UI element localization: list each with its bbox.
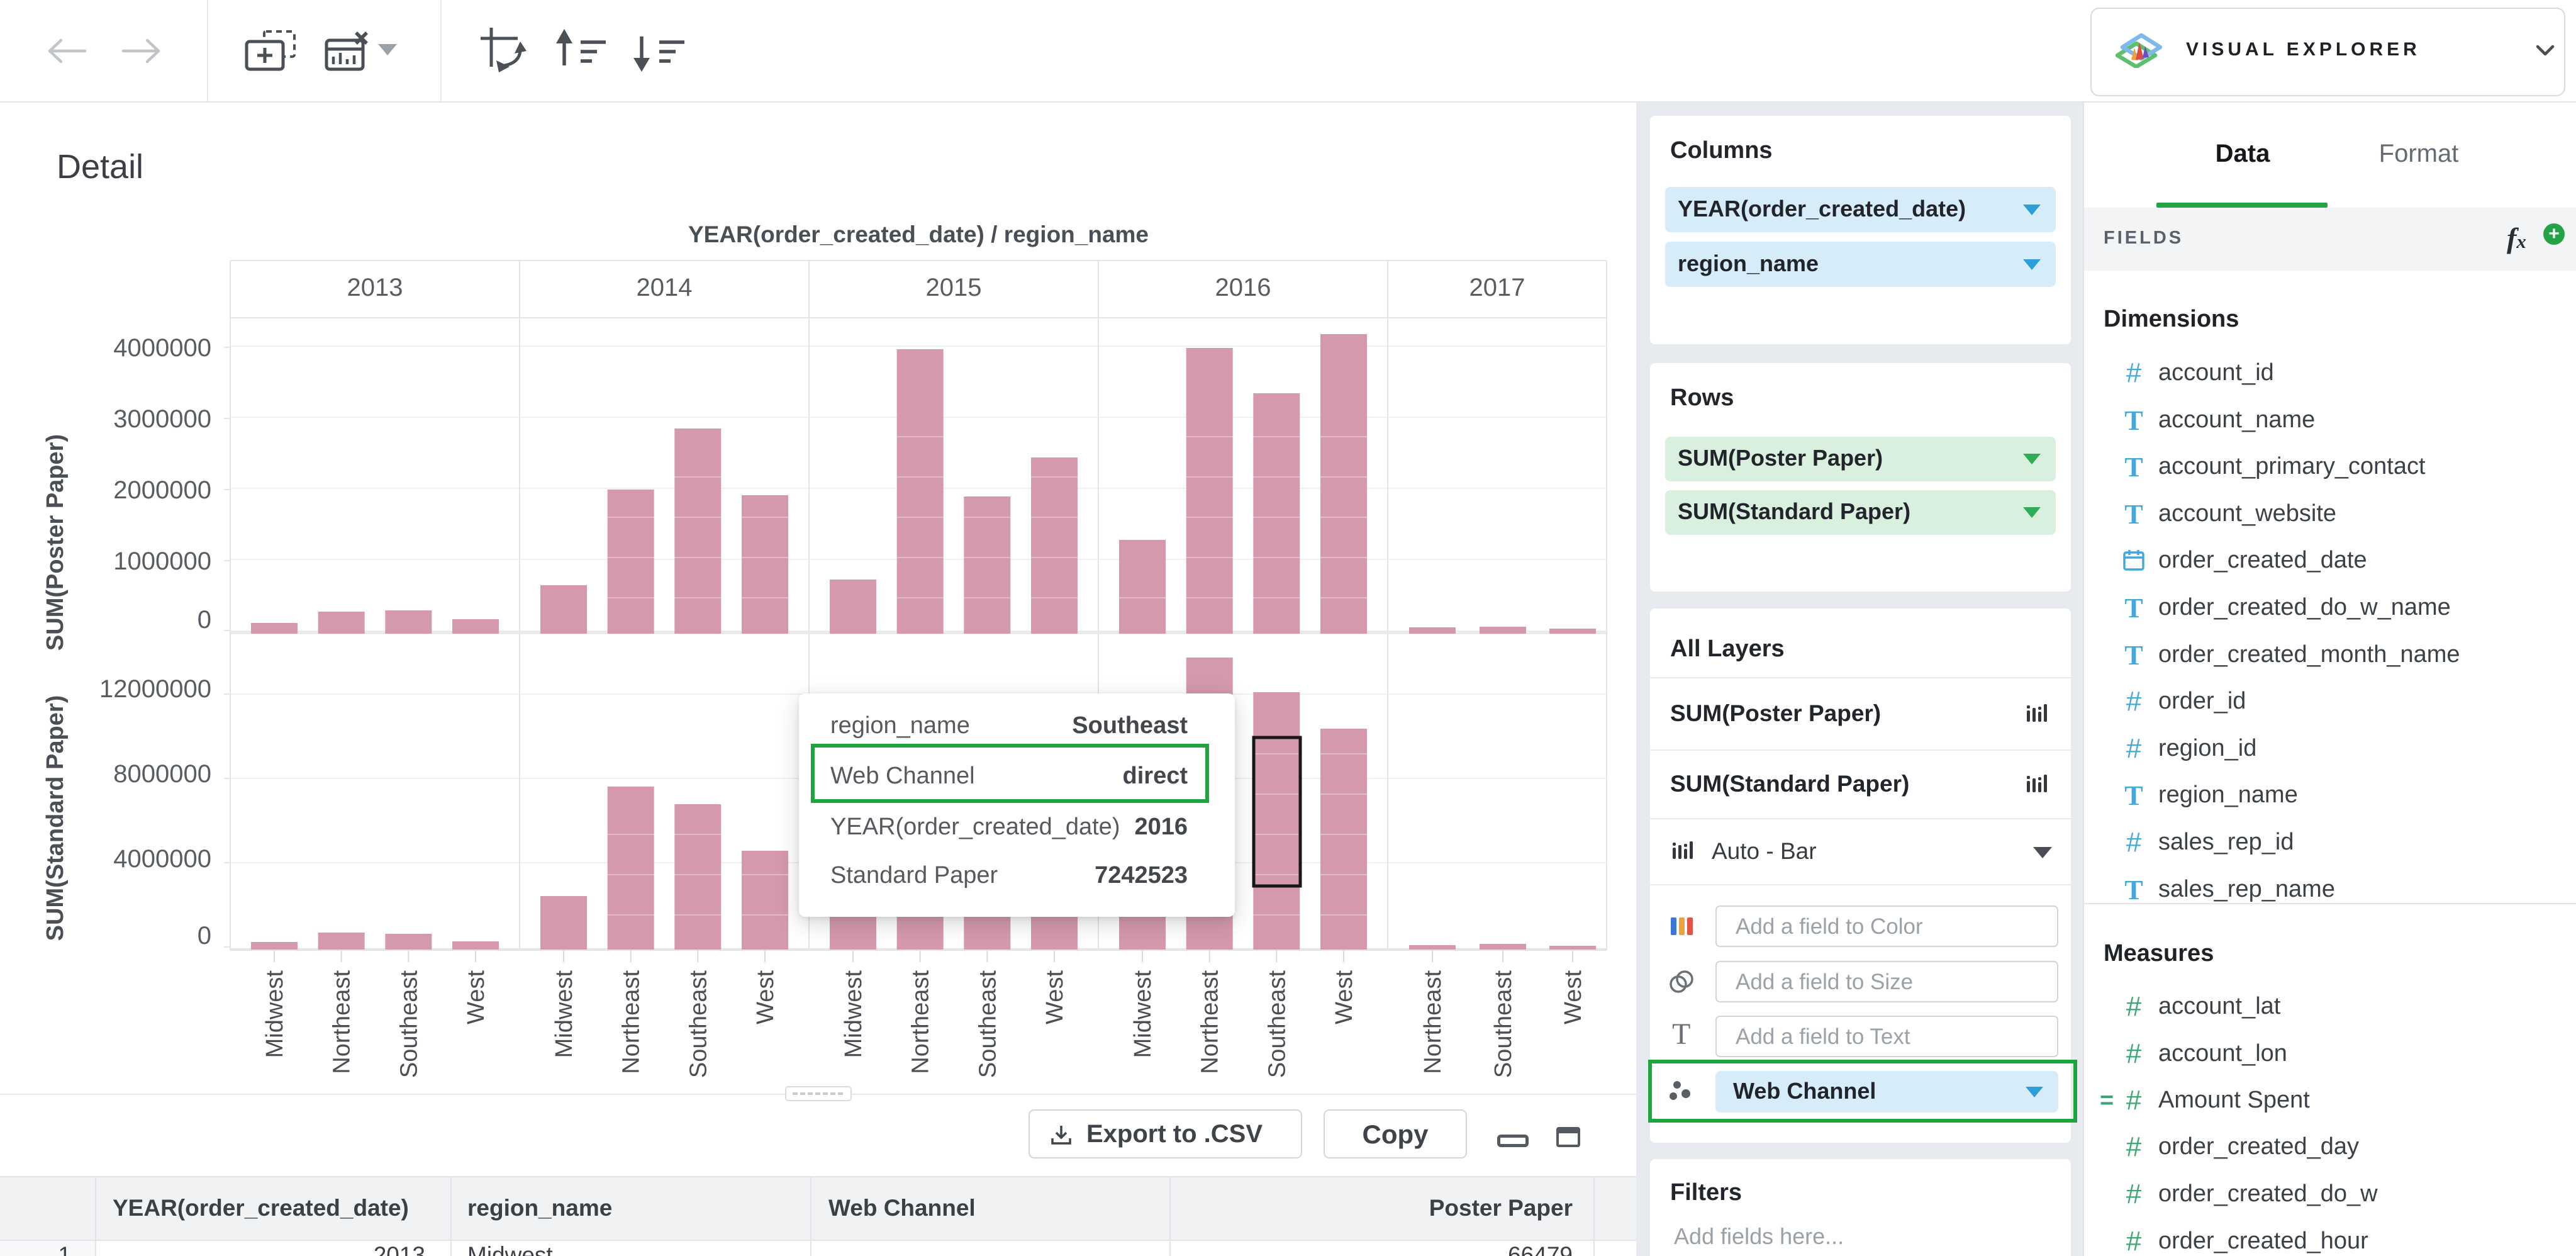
svg-text:West: West [463, 970, 489, 1024]
svg-text:Midwest: Midwest [551, 970, 577, 1058]
svg-text:2000000: 2000000 [113, 476, 211, 504]
svg-text:2017: 2017 [1469, 274, 1525, 301]
svg-text:Midwest: Midwest [1130, 970, 1156, 1058]
svg-text:Midwest: Midwest [840, 970, 867, 1058]
svg-text:Southeast: Southeast [974, 970, 1001, 1079]
svg-text:Northeast: Northeast [618, 970, 645, 1074]
svg-text:SUM(Poster Paper): SUM(Poster Paper) [42, 434, 69, 651]
svg-text:Southeast: Southeast [685, 970, 711, 1079]
svg-text:2016: 2016 [1215, 274, 1271, 301]
svg-text:Northeast: Northeast [329, 970, 355, 1074]
svg-text:4000000: 4000000 [113, 334, 211, 362]
svg-text:2015: 2015 [926, 274, 982, 301]
svg-text:0: 0 [198, 606, 211, 634]
svg-text:2014: 2014 [637, 274, 693, 301]
svg-text:West: West [1042, 970, 1068, 1024]
svg-text:Southeast: Southeast [1490, 970, 1517, 1079]
svg-text:8000000: 8000000 [113, 760, 211, 788]
svg-text:West: West [1560, 970, 1586, 1024]
svg-text:Northeast: Northeast [908, 970, 934, 1074]
svg-text:Northeast: Northeast [1197, 970, 1224, 1074]
svg-text:Southeast: Southeast [1264, 970, 1290, 1079]
svg-text:Southeast: Southeast [396, 970, 422, 1079]
svg-text:12000000: 12000000 [99, 675, 211, 703]
svg-text:West: West [752, 970, 779, 1024]
svg-text:3000000: 3000000 [113, 405, 211, 433]
svg-text:2013: 2013 [347, 274, 403, 301]
svg-text:SUM(Standard Paper): SUM(Standard Paper) [42, 695, 69, 941]
svg-text:1000000: 1000000 [113, 547, 211, 575]
svg-text:Midwest: Midwest [262, 970, 288, 1058]
svg-text:0: 0 [198, 922, 211, 950]
svg-text:YEAR(order_created_date) / reg: YEAR(order_created_date) / region_name [688, 221, 1149, 247]
svg-text:4000000: 4000000 [113, 845, 211, 873]
svg-text:Northeast: Northeast [1420, 970, 1446, 1074]
svg-text:West: West [1331, 970, 1358, 1024]
